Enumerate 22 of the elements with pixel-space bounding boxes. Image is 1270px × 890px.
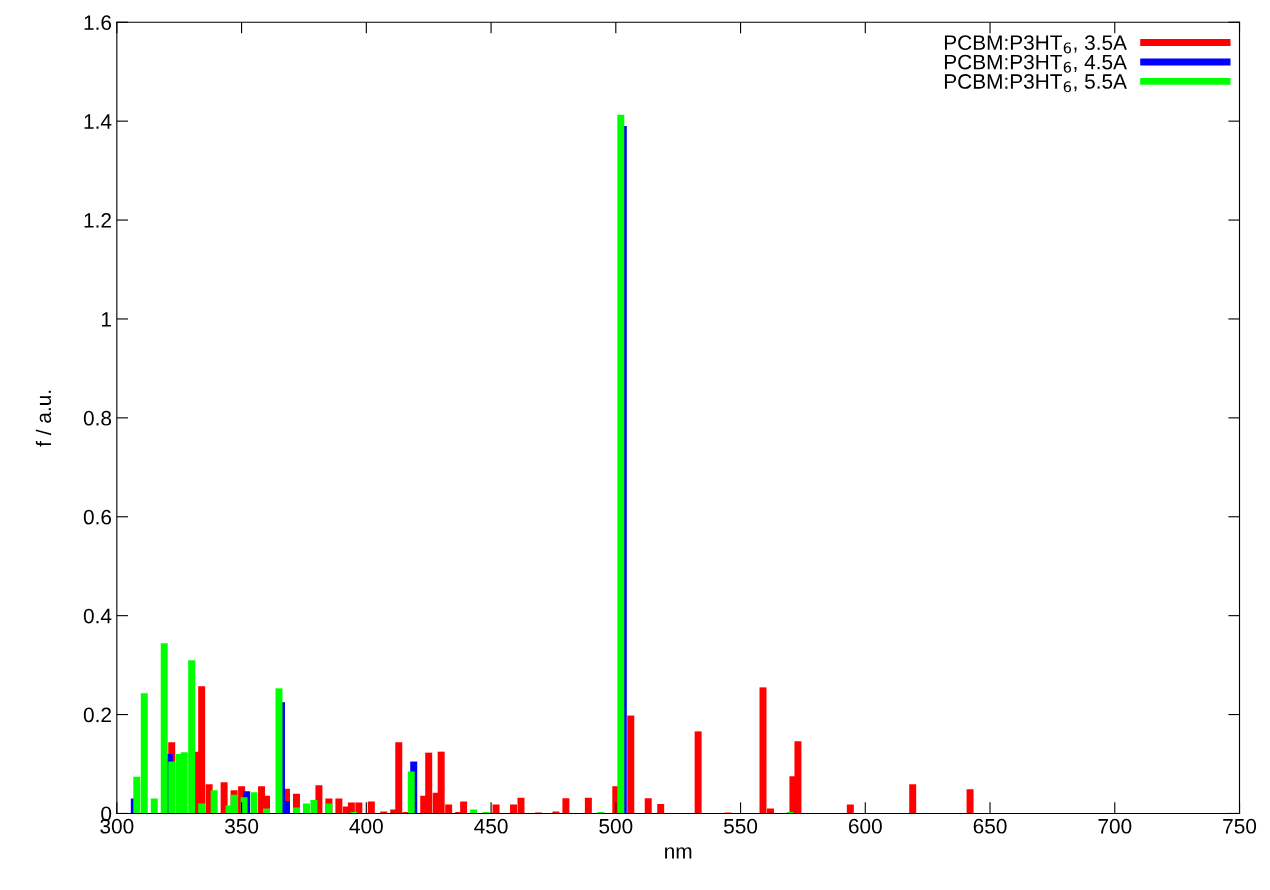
x-tick-label: 750 xyxy=(1223,818,1257,834)
y-tick-label: 0.4 xyxy=(83,608,112,624)
y-tick-label: 1.4 xyxy=(84,114,112,129)
y-tick-label: 0.8 xyxy=(83,410,112,426)
x-tick-label: 350 xyxy=(225,818,259,834)
legend-label: PCBM:P3HT$_{6}$, 5.5A xyxy=(944,74,1127,93)
x-tick-label: 700 xyxy=(1098,818,1132,834)
y-tick-label: 0.6 xyxy=(83,509,112,525)
x-tick-label: 400 xyxy=(349,818,383,834)
legend-label: PCBM:P3HT$_{6}$, 4.5A xyxy=(944,54,1127,73)
x-tick-label: 550 xyxy=(724,818,758,834)
x-tick-label: 450 xyxy=(474,818,508,834)
y-axis-title: f / a.u. xyxy=(35,390,52,447)
x-axis-title: nm xyxy=(665,847,692,859)
legend-label: PCBM:P3HT$_{6}$, 3.5A xyxy=(944,35,1127,54)
x-tick-label: 600 xyxy=(848,818,882,834)
x-tick-label: 650 xyxy=(973,818,1007,834)
x-tick-label: 500 xyxy=(599,818,633,834)
y-tick-label: 0.2 xyxy=(83,707,111,723)
y-tick-label: 1 xyxy=(101,312,111,327)
y-tick-label: 1.2 xyxy=(84,213,111,228)
y-tick-label: 1.6 xyxy=(84,15,112,30)
